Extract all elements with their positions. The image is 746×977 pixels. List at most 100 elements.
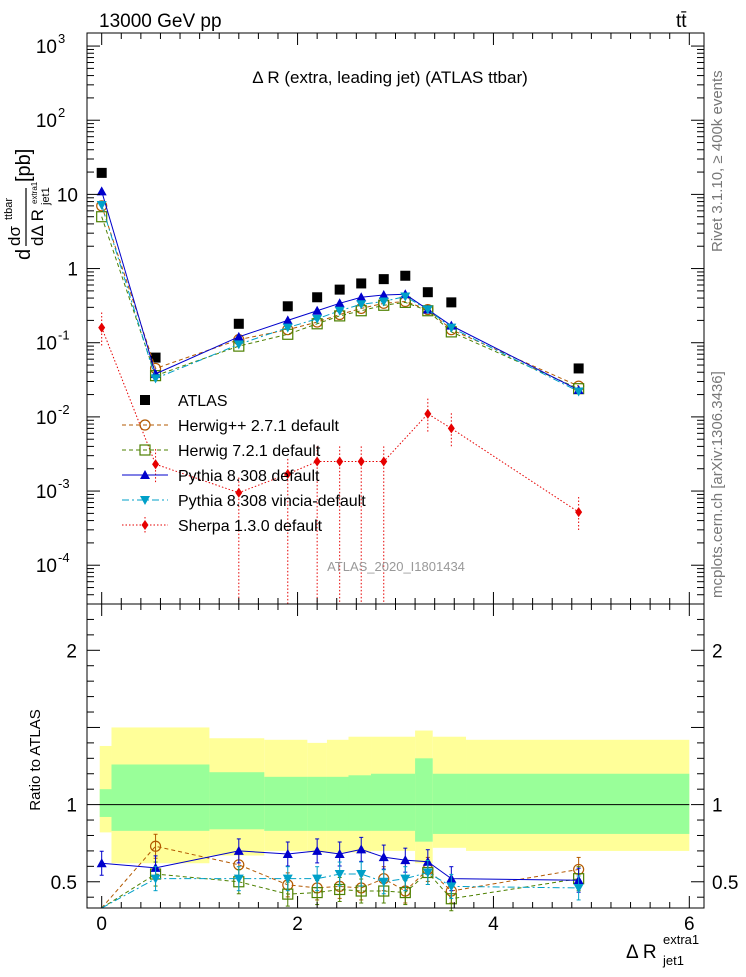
data-point <box>378 274 389 285</box>
ratio-series-pythia-8-308-vincia-default <box>101 860 584 909</box>
ratio-point <box>446 882 457 892</box>
y-tick-label: 10 -3 <box>36 476 70 503</box>
data-point <box>96 200 108 212</box>
data-point <box>233 331 244 341</box>
ratio-point <box>233 845 244 855</box>
inner-band-segment <box>432 773 467 834</box>
y-tick-exponent: 2 <box>58 105 65 120</box>
ratio-point <box>378 877 389 887</box>
legend-label: ATLAS <box>178 393 228 410</box>
data-point <box>573 387 584 397</box>
ratio-series-pythia-8-308-default <box>96 836 584 893</box>
data-point <box>380 456 388 467</box>
legend-entry: Herwig 7.2.1 default <box>122 443 321 460</box>
data-point <box>446 297 457 308</box>
inner-band-segment <box>371 773 416 831</box>
y-tick-base: 10 <box>36 334 57 355</box>
ratio-point <box>356 870 367 880</box>
legend-marker <box>141 520 149 530</box>
y-tick-label: 10 3 <box>36 31 65 58</box>
series-line <box>101 205 579 387</box>
legend-label: Pythia 8.308 default <box>178 468 320 485</box>
rivet-version-label: Rivet 3.1.10, ≥ 400k events <box>709 70 726 252</box>
inner-band-segment <box>99 789 112 817</box>
ratio-panel-axes: 0 2 4 6 0.5 0.5 1 1 2 2 <box>51 592 738 935</box>
y-tick-exponent: -4 <box>58 550 70 565</box>
data-point <box>400 292 411 302</box>
y-tick-exponent: -2 <box>58 402 70 417</box>
inner-band-segment <box>209 772 265 830</box>
inner-band-segment <box>466 773 690 834</box>
data-point <box>98 322 106 333</box>
data-point <box>96 186 107 196</box>
inner-band-segment <box>111 764 210 831</box>
data-point <box>233 318 244 329</box>
inner-band-segment <box>326 776 349 831</box>
data-point <box>96 167 107 178</box>
y-tick-base: 10 <box>36 111 57 132</box>
chart-title: Δ R (extra, leading jet) (ATLAS ttbar) <box>252 68 528 87</box>
ylabel-unit: [pb] <box>13 149 35 182</box>
ratio-point <box>96 858 107 868</box>
data-point <box>356 278 367 289</box>
data-point <box>233 340 244 350</box>
ratio-y-tick-label-right: 0.5 <box>712 873 738 894</box>
ratio-point <box>378 852 389 862</box>
x-tick-label: 4 <box>488 914 499 935</box>
ratio-point <box>400 874 411 884</box>
x-tick-label: 6 <box>684 914 695 935</box>
ratio-y-tick-label: 1 <box>66 796 77 817</box>
ratio-point <box>149 840 162 852</box>
y-tick-label: 10 -1 <box>36 328 70 355</box>
ratio-panel-series <box>96 833 585 912</box>
legend-label: Pythia 8.308 vincia-default <box>178 493 366 510</box>
energy-label: 13000 GeV pp <box>99 11 222 32</box>
legend-entry: Pythia 8.308 vincia-default <box>122 493 366 510</box>
ratio-point <box>400 855 411 865</box>
data-point <box>447 423 455 434</box>
data-point <box>446 323 457 333</box>
data-point <box>152 459 160 470</box>
data-point <box>357 456 365 467</box>
ratio-point <box>334 870 345 880</box>
analysis-watermark: ATLAS_2020_I1801434 <box>327 559 465 574</box>
legend-marker <box>140 496 150 505</box>
ratio-line <box>101 871 579 909</box>
y-tick-base: 10 <box>57 185 78 206</box>
ratio-point <box>422 868 433 878</box>
ylabel-dsigma: dσ <box>5 226 24 246</box>
data-point <box>150 352 161 363</box>
inner-band-segment <box>415 758 433 842</box>
data-point <box>334 298 345 308</box>
ratio-point <box>282 848 293 858</box>
data-point <box>312 314 323 324</box>
main-y-axis-label: d dσ ttbar dΔ R jet1 extra1 [pb] <box>3 149 52 260</box>
data-point <box>334 306 345 316</box>
data-point <box>356 292 367 302</box>
y-tick-label: 10 -2 <box>36 402 70 429</box>
ratio-panel-uncertainty-bands <box>99 727 690 864</box>
data-point <box>378 297 389 307</box>
legend-marker <box>139 444 151 456</box>
ratio-point <box>312 845 323 855</box>
y-tick-base: 1 <box>67 260 78 281</box>
ratio-point <box>150 874 161 884</box>
x-tick-label: 0 <box>96 914 107 935</box>
y-tick-label: 10 2 <box>36 105 65 132</box>
data-point <box>284 468 292 479</box>
y-tick-base: 10 <box>36 556 57 577</box>
y-tick-label: 10 <box>57 185 78 206</box>
y-tick-exponent: -3 <box>58 476 70 491</box>
data-point <box>312 305 323 315</box>
data-point <box>235 487 243 498</box>
series-line <box>101 216 579 390</box>
ratio-y-axis-label: Ratio to ATLAS <box>27 709 44 810</box>
mcplots-label: mcplots.cern.ch [arXiv:1306.3436] <box>709 371 726 598</box>
series-line <box>101 327 579 513</box>
data-point <box>282 301 293 312</box>
legend-entry: ATLAS <box>140 393 228 410</box>
ratio-point <box>573 883 584 893</box>
y-tick-exponent: -1 <box>58 328 70 343</box>
legend: ATLAS Herwig++ 2.7.1 default Herwig 7.2.1 … <box>122 393 366 535</box>
